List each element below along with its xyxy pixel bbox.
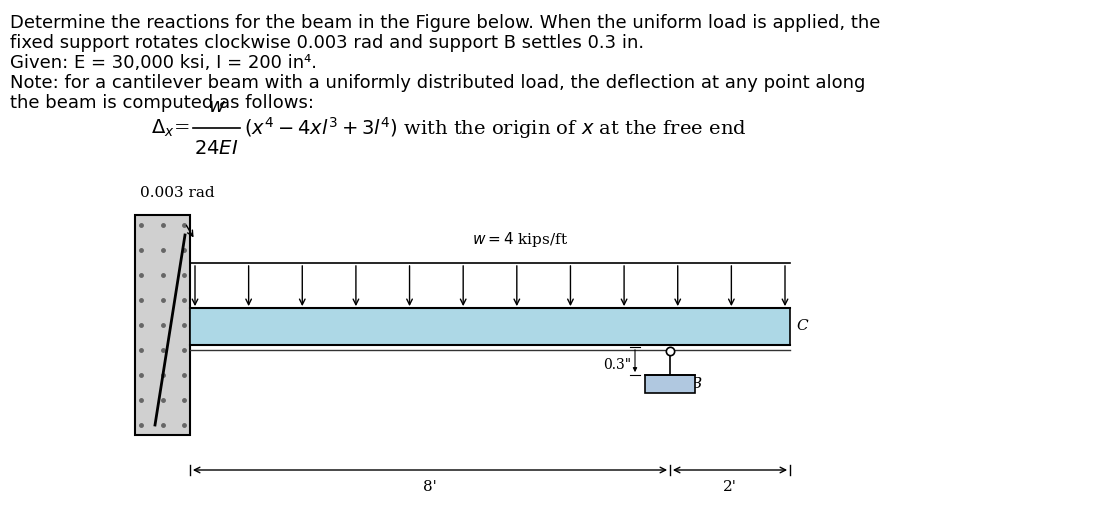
Text: fixed support rotates clockwise 0.003 rad and support B settles 0.3 in.: fixed support rotates clockwise 0.003 ra… bbox=[10, 34, 644, 52]
Text: $(x^4 - 4xl^3 + 3l^4)$ with the origin of $x$ at the free end: $(x^4 - 4xl^3 + 3l^4)$ with the origin o… bbox=[244, 115, 747, 141]
Text: $w = 4$ kips/ft: $w = 4$ kips/ft bbox=[472, 230, 568, 249]
Text: B: B bbox=[690, 377, 702, 391]
Text: A: A bbox=[198, 316, 209, 330]
Text: Determine the reactions for the beam in the Figure below. When the uniform load : Determine the reactions for the beam in … bbox=[10, 14, 880, 32]
Text: $\Delta_x$=: $\Delta_x$= bbox=[152, 117, 190, 139]
Bar bbox=[645, 375, 695, 393]
Bar bbox=[136, 215, 190, 435]
Text: C: C bbox=[796, 320, 808, 334]
Text: $w$: $w$ bbox=[208, 98, 225, 116]
Text: 2': 2' bbox=[724, 480, 737, 494]
Text: Note: for a cantilever beam with a uniformly distributed load, the deflection at: Note: for a cantilever beam with a unifo… bbox=[10, 74, 866, 92]
Text: $24EI$: $24EI$ bbox=[195, 140, 238, 158]
Bar bbox=[190, 308, 790, 345]
Text: 0.3": 0.3" bbox=[603, 358, 631, 372]
Text: Given: E = 30,000 ksi, I = 200 in⁴.: Given: E = 30,000 ksi, I = 200 in⁴. bbox=[10, 54, 317, 72]
Text: the beam is computed as follows:: the beam is computed as follows: bbox=[10, 94, 314, 112]
Text: 8': 8' bbox=[423, 480, 437, 494]
Text: 0.003 rad: 0.003 rad bbox=[140, 186, 214, 200]
